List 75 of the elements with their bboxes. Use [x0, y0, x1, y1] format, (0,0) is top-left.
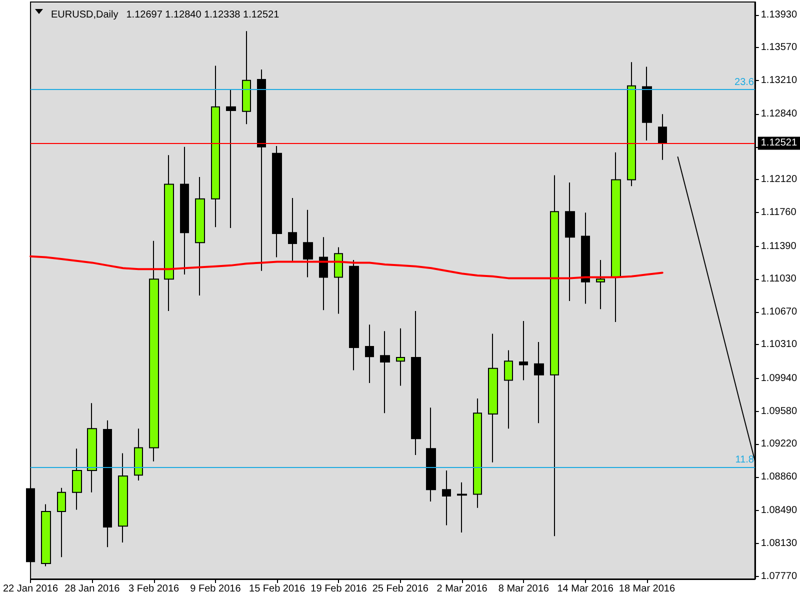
x-tick-label: 15 Feb 2016: [249, 584, 306, 594]
x-tick-label: 22 Jan 2016: [2, 584, 58, 594]
candlestick: [534, 342, 544, 424]
candlestick: [180, 146, 189, 276]
x-tick-label: 25 Feb 2016: [372, 584, 429, 594]
y-tick-label: 1.09940: [760, 372, 798, 384]
candlestick: [596, 259, 605, 310]
candlestick: [87, 402, 97, 493]
candlestick: [488, 333, 498, 463]
x-tick-label: 19 Feb 2016: [310, 584, 368, 594]
candlestick: [396, 328, 405, 386]
text: EURUSD,Daily: [51, 10, 118, 20]
candlestick: [365, 324, 374, 384]
x-tick-label: 14 Mar 2016: [557, 584, 614, 594]
x-tick-label: 9 Feb 2016: [190, 584, 242, 594]
candlestick: [134, 428, 143, 482]
candlestick: [303, 209, 313, 278]
y-tick-label: 1.10310: [760, 339, 798, 350]
ref-line-label: 1.12521: [760, 138, 798, 149]
x-tick-label: 28 Jan 2016: [64, 584, 120, 594]
candlestick: [519, 320, 528, 381]
candlestick: [334, 246, 343, 314]
candlestick: [41, 504, 51, 567]
annotation: 23.6: [734, 77, 754, 88]
candlestick: [118, 452, 128, 544]
candlestick: [658, 114, 667, 160]
y-tick-label: 1.12840: [760, 108, 798, 120]
candlestick: [272, 146, 282, 258]
x-tick-label: 2 Mar 2016: [436, 584, 488, 594]
y-tick-label: 1.09580: [760, 406, 798, 417]
candlestick: [380, 330, 390, 414]
y-tick-label: 1.09220: [760, 438, 798, 450]
candlestick: [242, 30, 251, 125]
candlestick: [72, 448, 82, 510]
candlestick: [195, 176, 205, 296]
y-tick-label: 1.11760: [760, 207, 797, 218]
candlestick: [257, 68, 266, 272]
candlestick: [442, 470, 451, 526]
candlestick: [550, 174, 559, 537]
candlestick: [627, 62, 636, 187]
candlestick: [611, 152, 621, 322]
candlestick: [426, 407, 436, 502]
y-tick-label: 1.13930: [760, 9, 798, 20]
candlestick: [149, 240, 159, 462]
y-tick-label: 1.08860: [760, 471, 798, 482]
candlestick: [349, 259, 359, 371]
y-tick-label: 1.11390: [760, 240, 797, 252]
candlestick: [411, 310, 421, 456]
line-series: [30, 255, 664, 280]
candlestick: [211, 65, 220, 228]
x-tick-label: 3 Feb 2016: [128, 584, 180, 594]
annotation: 11.8: [735, 454, 754, 466]
text: 1.12697 1.12840 1.12338 1.12521: [126, 10, 280, 20]
candlestick: [319, 236, 328, 311]
candlestick: [642, 66, 652, 142]
candlestick: [57, 487, 66, 558]
y-tick-label: 1.08490: [760, 505, 798, 516]
y-tick-label: 1.12120: [760, 174, 798, 186]
candlestick: [164, 154, 174, 312]
y-tick-label: 1.13570: [760, 42, 798, 54]
candlestick: [473, 398, 482, 508]
candlestick: [226, 89, 236, 229]
y-tick-label: 1.08130: [760, 538, 798, 549]
candlestick: [504, 350, 513, 430]
candlestick: [457, 482, 467, 534]
y-tick-label: 1.07770: [760, 570, 798, 582]
y-tick-label: 1.13210: [760, 74, 798, 86]
candlestick: [288, 197, 297, 262]
x-tick-label: 8 Mar 2016: [498, 584, 550, 594]
candlestick: [103, 420, 112, 548]
candlestick: [565, 182, 575, 302]
y-tick-label: 1.10670: [760, 306, 798, 318]
candlestick: [581, 212, 590, 304]
x-tick-label: 18 Mar 2016: [618, 584, 676, 594]
y-tick-label: 1.11030: [760, 274, 797, 285]
